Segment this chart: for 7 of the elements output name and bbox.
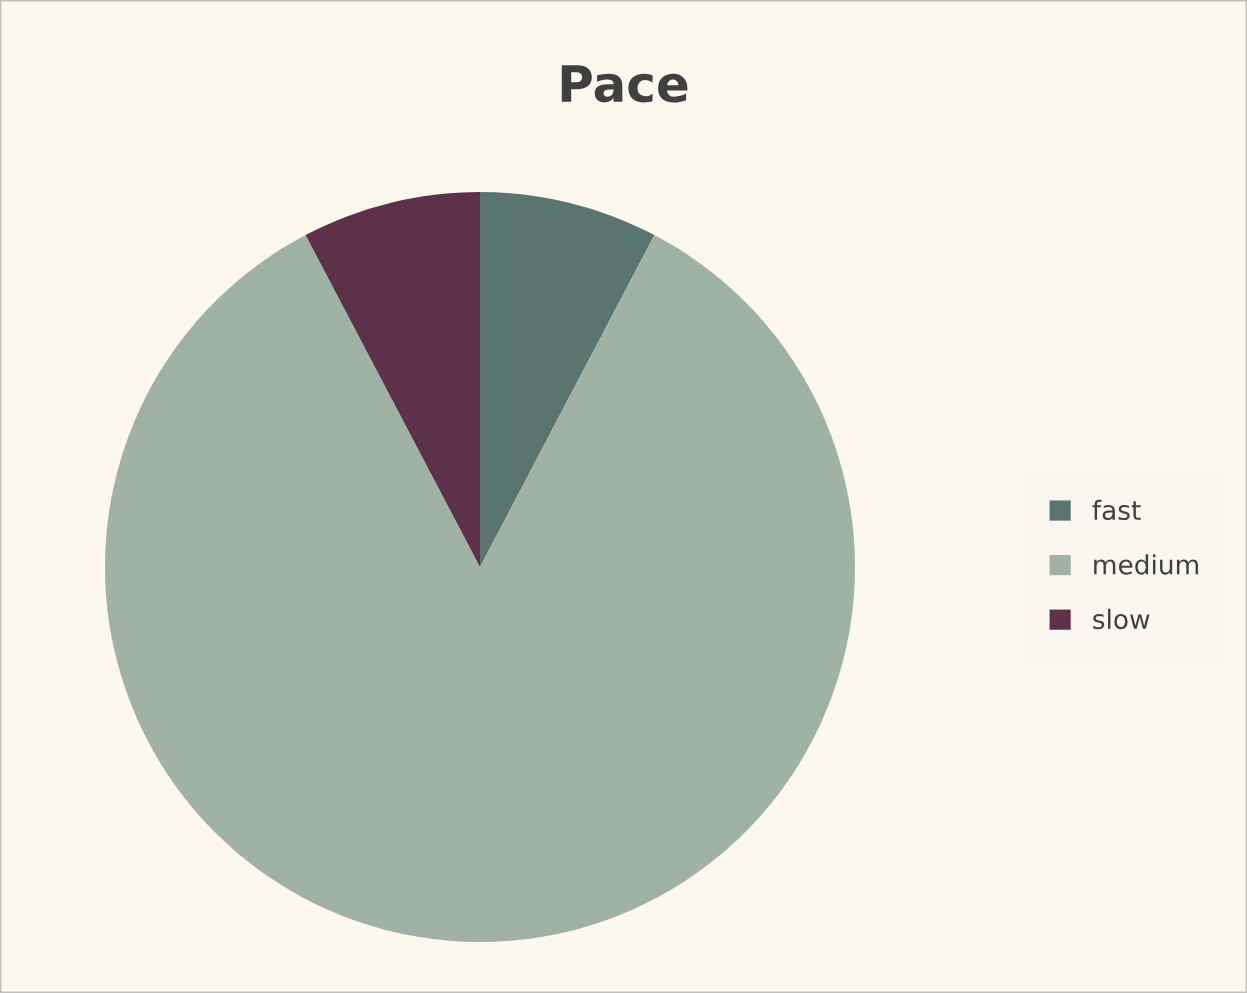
legend-label: slow	[1093, 608, 1150, 630]
pie-slice	[305, 192, 480, 567]
pie-slice	[105, 235, 855, 942]
pie-slice	[480, 192, 655, 567]
legend-label: medium	[1094, 554, 1199, 575]
legend-label: fast	[1092, 499, 1141, 521]
chart-title: Pace	[561, 65, 688, 103]
